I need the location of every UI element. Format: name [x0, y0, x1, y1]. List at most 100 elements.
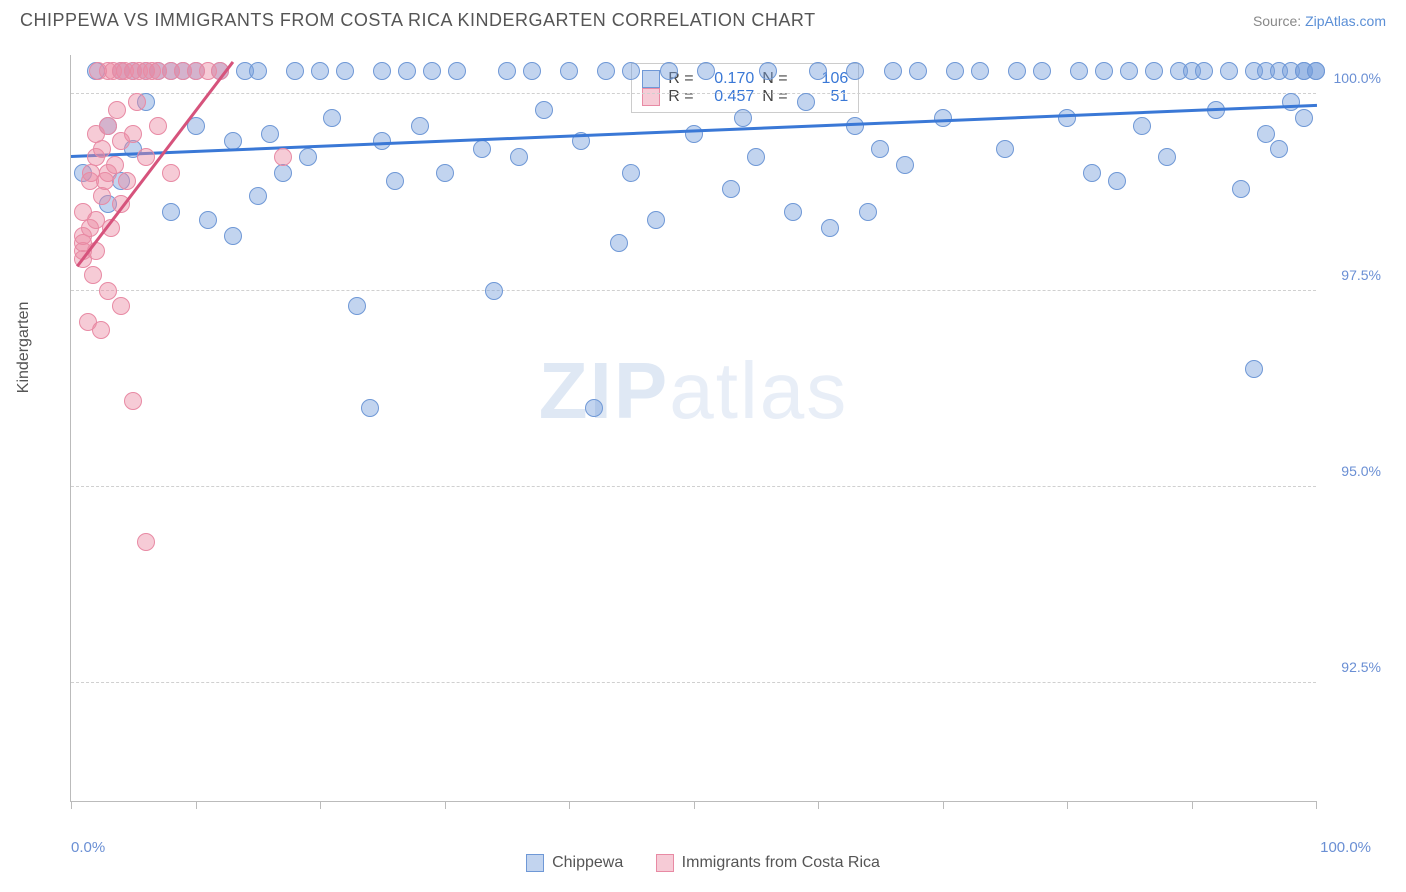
- scatter-point: [809, 62, 827, 80]
- scatter-point: [1120, 62, 1138, 80]
- scatter-point: [448, 62, 466, 80]
- y-tick-label: 100.0%: [1334, 70, 1381, 86]
- scatter-point: [797, 93, 815, 111]
- scatter-point: [946, 62, 964, 80]
- scatter-point: [498, 62, 516, 80]
- scatter-point: [118, 172, 136, 190]
- gridline-h: [71, 290, 1316, 291]
- y-axis-label: Kindergarten: [15, 301, 33, 393]
- scatter-point: [137, 533, 155, 551]
- legend-swatch-costarica: [656, 854, 674, 872]
- scatter-point: [1095, 62, 1113, 80]
- scatter-point: [249, 62, 267, 80]
- source-attribution: Source: ZipAtlas.com: [1253, 13, 1386, 29]
- stats-row-costarica: R = 0.457 N = 51: [642, 88, 848, 106]
- scatter-point: [622, 164, 640, 182]
- scatter-point: [224, 227, 242, 245]
- scatter-point: [485, 282, 503, 300]
- scatter-point: [286, 62, 304, 80]
- scatter-point: [361, 399, 379, 417]
- n-label: N =: [762, 88, 790, 106]
- r-label: R =: [668, 88, 696, 106]
- scatter-point: [909, 62, 927, 80]
- scatter-point: [1133, 117, 1151, 135]
- watermark-light: atlas: [669, 346, 848, 435]
- scatter-point: [685, 125, 703, 143]
- scatter-point: [1083, 164, 1101, 182]
- y-tick-label: 95.0%: [1341, 463, 1381, 479]
- x-tick: [1067, 801, 1068, 809]
- scatter-point: [108, 101, 126, 119]
- scatter-point: [1220, 62, 1238, 80]
- scatter-point: [622, 62, 640, 80]
- scatter-point: [1008, 62, 1026, 80]
- legend-swatch-chippewa: [526, 854, 544, 872]
- scatter-point: [871, 140, 889, 158]
- scatter-point: [398, 62, 416, 80]
- scatter-point: [734, 109, 752, 127]
- scatter-point: [274, 164, 292, 182]
- plot-region: ZIPatlas R = 0.170 N = 106 R = 0.457 N =…: [70, 55, 1316, 802]
- scatter-point: [784, 203, 802, 221]
- scatter-point: [846, 117, 864, 135]
- scatter-point: [1270, 140, 1288, 158]
- scatter-point: [1295, 109, 1313, 127]
- scatter-point: [846, 62, 864, 80]
- chart-title: CHIPPEWA VS IMMIGRANTS FROM COSTA RICA K…: [20, 10, 816, 31]
- scatter-point: [747, 148, 765, 166]
- scatter-point: [560, 62, 578, 80]
- x-tick: [1192, 801, 1193, 809]
- scatter-point: [1108, 172, 1126, 190]
- scatter-point: [759, 62, 777, 80]
- scatter-point: [884, 62, 902, 80]
- source-prefix: Source:: [1253, 13, 1305, 29]
- scatter-point: [1232, 180, 1250, 198]
- scatter-point: [821, 219, 839, 237]
- scatter-point: [261, 125, 279, 143]
- scatter-point: [162, 164, 180, 182]
- scatter-point: [93, 140, 111, 158]
- swatch-chippewa: [642, 70, 660, 88]
- scatter-point: [1257, 125, 1275, 143]
- scatter-point: [112, 297, 130, 315]
- x-tick: [445, 801, 446, 809]
- scatter-point: [411, 117, 429, 135]
- scatter-point: [84, 266, 102, 284]
- x-tick: [694, 801, 695, 809]
- legend-label-chippewa: Chippewa: [552, 854, 623, 872]
- scatter-point: [348, 297, 366, 315]
- scatter-point: [436, 164, 454, 182]
- header: CHIPPEWA VS IMMIGRANTS FROM COSTA RICA K…: [0, 0, 1406, 36]
- scatter-point: [1195, 62, 1213, 80]
- scatter-point: [93, 187, 111, 205]
- scatter-point: [523, 62, 541, 80]
- scatter-point: [128, 93, 146, 111]
- scatter-point: [99, 282, 117, 300]
- gridline-h: [71, 682, 1316, 683]
- gridline-h: [71, 93, 1316, 94]
- scatter-point: [1307, 62, 1325, 80]
- scatter-point: [124, 392, 142, 410]
- scatter-point: [249, 187, 267, 205]
- scatter-point: [585, 399, 603, 417]
- scatter-point: [1058, 109, 1076, 127]
- scatter-point: [1145, 62, 1163, 80]
- scatter-point: [373, 62, 391, 80]
- x-tick: [320, 801, 321, 809]
- watermark-bold: ZIP: [539, 346, 669, 435]
- scatter-point: [149, 117, 167, 135]
- scatter-point: [124, 125, 142, 143]
- legend-item-costarica: Immigrants from Costa Rica: [656, 854, 880, 872]
- x-tick: [71, 801, 72, 809]
- swatch-costarica: [642, 88, 660, 106]
- scatter-point: [423, 62, 441, 80]
- scatter-point: [1245, 360, 1263, 378]
- scatter-point: [199, 211, 217, 229]
- scatter-point: [99, 117, 117, 135]
- scatter-point: [274, 148, 292, 166]
- source-link[interactable]: ZipAtlas.com: [1305, 13, 1386, 29]
- scatter-point: [610, 234, 628, 252]
- scatter-point: [934, 109, 952, 127]
- x-tick: [1316, 801, 1317, 809]
- scatter-point: [996, 140, 1014, 158]
